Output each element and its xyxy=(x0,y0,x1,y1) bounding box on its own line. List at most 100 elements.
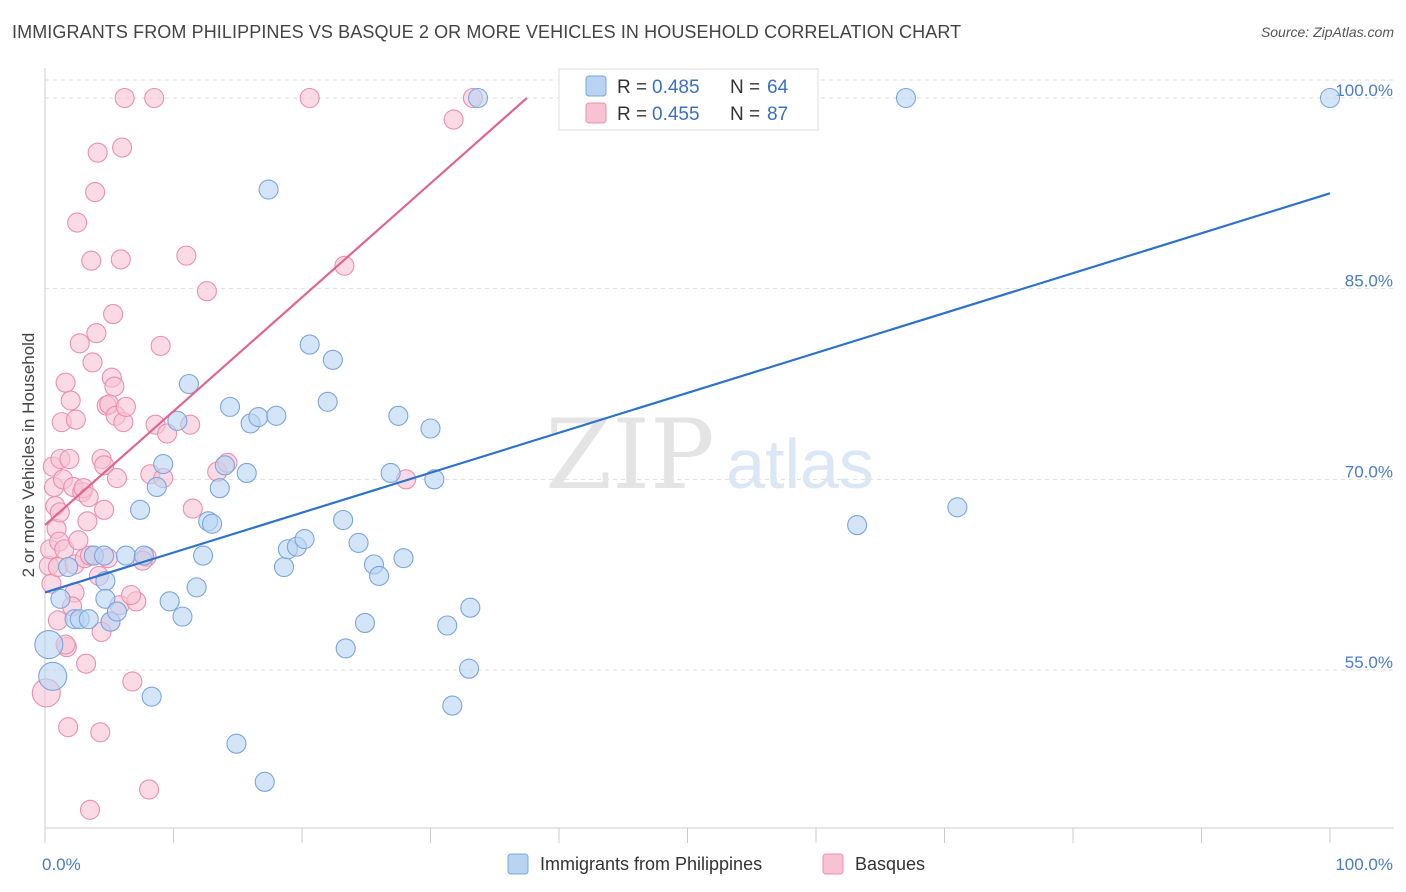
basques-point xyxy=(85,182,106,203)
philippines-point xyxy=(248,406,269,428)
basques-point xyxy=(58,717,79,738)
basques-point xyxy=(115,396,137,417)
legend-r-value-2: 0.455 xyxy=(652,104,700,125)
y-tick-label: 55.0% xyxy=(1345,653,1393,672)
philippines-point xyxy=(437,615,458,636)
basques-point xyxy=(55,372,76,393)
philippines-point xyxy=(94,545,115,566)
philippines-point xyxy=(947,497,968,518)
philippines-point xyxy=(209,478,230,499)
legend-n-label-2: N = xyxy=(730,104,760,125)
philippines-point xyxy=(58,556,79,578)
philippines-point xyxy=(460,597,481,618)
legend-r-label-1: R = xyxy=(617,77,647,98)
watermark: ZIP atlas xyxy=(545,399,874,511)
philippines-point xyxy=(895,87,917,109)
philippines-point xyxy=(420,418,441,439)
basques-point xyxy=(334,255,355,276)
basques-point xyxy=(65,409,86,430)
philippines-point xyxy=(219,396,241,417)
philippines-point xyxy=(172,606,193,627)
basques-point xyxy=(78,487,99,508)
series-legend: Immigrants from Philippines Basques xyxy=(507,853,925,875)
basques-point xyxy=(110,249,131,270)
philippines-point xyxy=(153,454,174,475)
philippines-point xyxy=(193,545,214,566)
philippines-point xyxy=(236,462,257,484)
philippines-point xyxy=(369,565,390,586)
basques-point xyxy=(144,87,165,109)
philippines-point xyxy=(141,686,162,707)
philippines-point xyxy=(266,405,287,426)
basques-point xyxy=(77,511,98,532)
philippines-point xyxy=(380,462,401,484)
philippines-trend-line xyxy=(44,192,1331,594)
philippines-point xyxy=(354,612,376,634)
x-tick-label: 100.0% xyxy=(1335,855,1393,874)
philippines-point xyxy=(106,601,128,622)
philippines-point xyxy=(167,410,188,431)
philippines-point xyxy=(393,548,414,569)
philippines-point xyxy=(335,638,356,659)
basques-point xyxy=(139,779,160,800)
basques-point xyxy=(112,137,133,158)
bottom-legend-swatch-philippines xyxy=(507,853,529,875)
philippines-point xyxy=(254,771,275,792)
philippines-point xyxy=(322,349,343,370)
basques-point xyxy=(103,304,124,325)
philippines-point xyxy=(146,476,167,498)
basques-point xyxy=(122,671,143,692)
y-tick-label: 100.0% xyxy=(1335,81,1393,100)
correlation-legend: R = 0.485 N = 64 R = 0.455 N = 87 xyxy=(558,68,819,131)
basques-trend-line xyxy=(44,97,528,526)
basques-point xyxy=(67,212,88,233)
philippines-point xyxy=(333,509,354,531)
bottom-legend-swatch-basques xyxy=(822,853,844,875)
philippines-point xyxy=(458,658,480,679)
y-tick-label: 70.0% xyxy=(1345,462,1393,481)
philippines-point xyxy=(34,630,64,660)
philippines-point xyxy=(258,179,279,200)
philippines-point xyxy=(294,529,315,550)
basques-point xyxy=(94,499,115,520)
bottom-legend-label-basques: Basques xyxy=(855,854,925,874)
source-credit: Source: ZipAtlas.com xyxy=(1260,24,1394,40)
philippines-point xyxy=(348,532,369,553)
basques-point xyxy=(68,530,89,551)
basques-point xyxy=(104,376,125,397)
bottom-legend-label-philippines: Immigrants from Philippines xyxy=(540,854,762,874)
legend-r-label-2: R = xyxy=(617,104,647,125)
grid-layer xyxy=(45,79,1394,671)
philippines-point xyxy=(847,515,868,536)
basques-point xyxy=(82,352,103,373)
basques-point xyxy=(87,142,108,163)
basques-point xyxy=(59,448,80,470)
philippines-point xyxy=(424,469,445,490)
philippines-point xyxy=(115,545,137,566)
x-tick-label: 0.0% xyxy=(42,855,81,874)
basques-point xyxy=(69,333,90,354)
basques-point xyxy=(86,323,107,344)
basques-point xyxy=(81,250,102,271)
series-philippines-points xyxy=(34,87,1341,792)
basques-point xyxy=(176,245,197,266)
basques-point xyxy=(121,584,142,606)
philippines-point xyxy=(299,334,320,355)
philippines-point xyxy=(226,733,247,754)
basques-point xyxy=(76,653,97,674)
philippines-point xyxy=(178,373,199,395)
basques-point xyxy=(196,281,217,302)
watermark-atlas: atlas xyxy=(726,425,874,503)
philippines-point xyxy=(78,609,99,630)
y-axis-label: 2 or more Vehicles in Household xyxy=(19,333,38,578)
chart-title: IMMIGRANTS FROM PHILIPPINES VS BASQUE 2 … xyxy=(12,22,962,42)
legend-n-value-1: 64 xyxy=(767,77,789,98)
watermark-zip: ZIP xyxy=(545,399,714,511)
philippines-point xyxy=(202,513,223,534)
basques-point xyxy=(114,87,135,109)
basques-point xyxy=(47,610,68,631)
philippines-point xyxy=(50,588,71,609)
philippines-point xyxy=(467,87,489,109)
basques-point xyxy=(182,498,203,519)
